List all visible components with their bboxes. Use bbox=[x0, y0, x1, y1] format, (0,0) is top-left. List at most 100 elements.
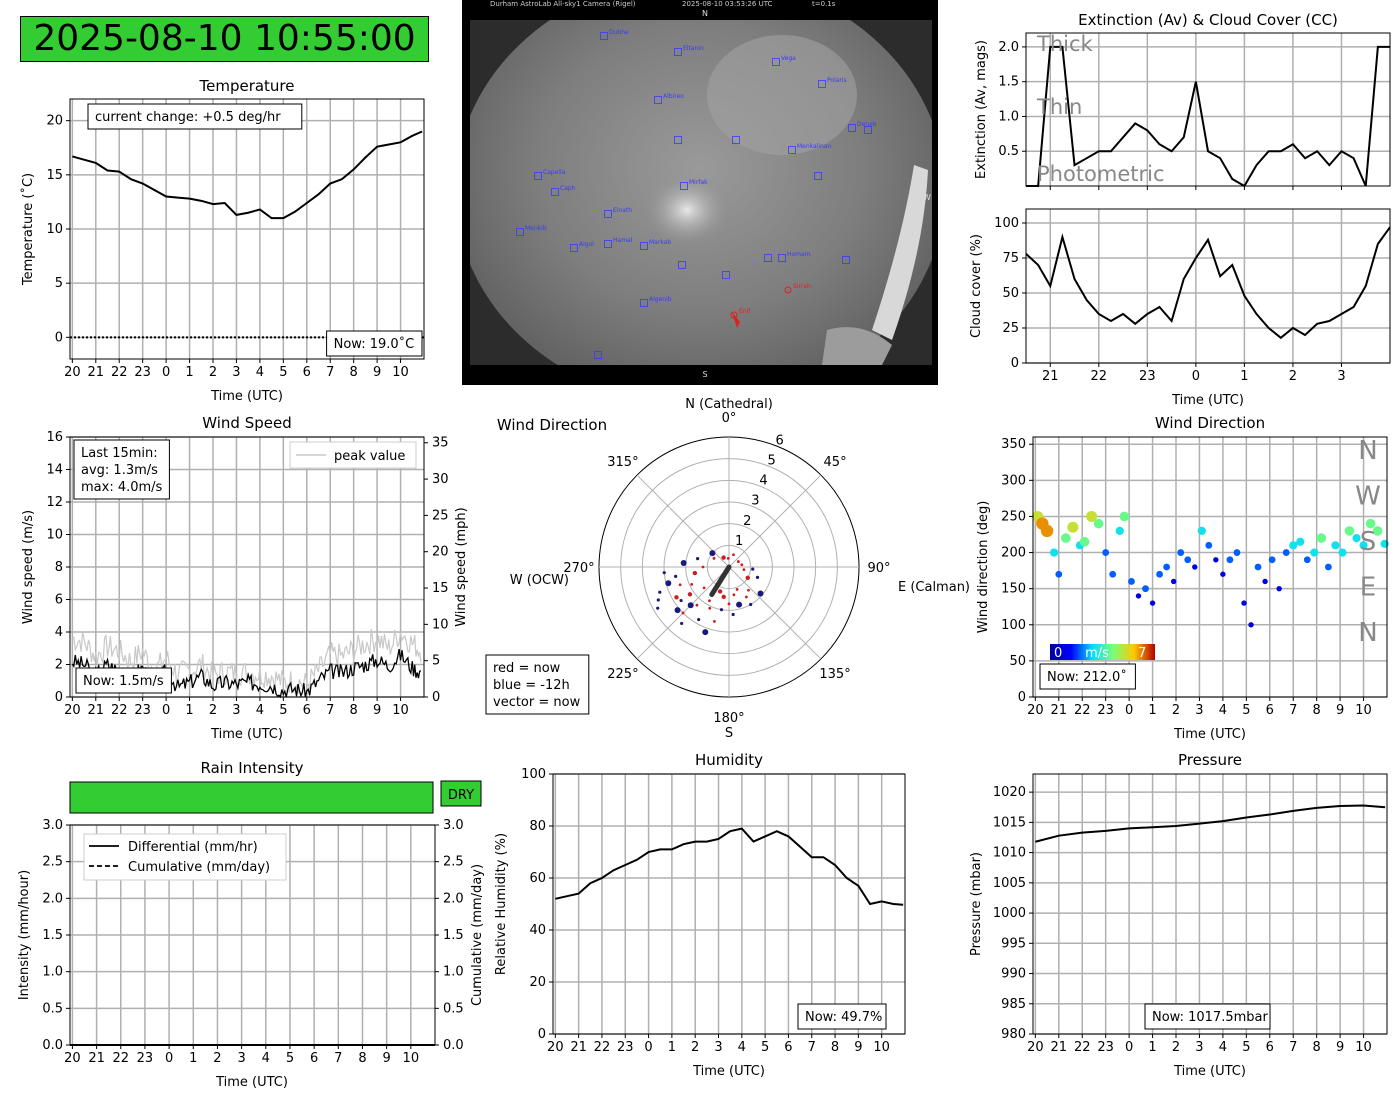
plot-frame bbox=[552, 773, 906, 1035]
polar-point-past bbox=[696, 556, 700, 561]
annotation-box bbox=[73, 439, 170, 500]
plot-area bbox=[1026, 209, 1390, 363]
polar-point-now bbox=[740, 563, 744, 567]
x-tick-label: 5 bbox=[1242, 1040, 1250, 1055]
y-tick-label: 150 bbox=[1001, 582, 1026, 597]
wind-direction-point bbox=[1380, 539, 1389, 548]
star-label: Algol bbox=[579, 241, 594, 248]
y-tick-label: 0 bbox=[1018, 690, 1026, 705]
x-tick-label: 3 bbox=[232, 703, 240, 718]
x-tick-label: 6 bbox=[1266, 703, 1274, 718]
colorbar-min-label: 0 bbox=[1054, 646, 1062, 661]
polar-point-past bbox=[749, 602, 753, 607]
y-tick-label: 15 bbox=[46, 168, 63, 183]
annotation-text: Now: 1.5m/s bbox=[83, 674, 164, 689]
x-tick-label: 0 bbox=[162, 703, 170, 718]
star-marker bbox=[732, 136, 740, 144]
x-tick-label: 6 bbox=[784, 1040, 792, 1055]
x-tick-label: 4 bbox=[1219, 1040, 1227, 1055]
x-tick-label: 7 bbox=[334, 1051, 342, 1066]
y-tick-label: 1010 bbox=[993, 846, 1026, 861]
polar-point-now bbox=[721, 555, 726, 560]
polar-point-past bbox=[658, 590, 662, 594]
y-tick-label: 350 bbox=[1001, 437, 1026, 452]
polar-point-now bbox=[726, 556, 730, 560]
wind-direction-point bbox=[1268, 556, 1276, 564]
polar-point-now bbox=[695, 603, 699, 607]
star-marker bbox=[640, 242, 648, 250]
polar-south-label: S bbox=[725, 726, 733, 741]
wind-direction-point bbox=[1241, 600, 1247, 606]
star-label: Menkalinan bbox=[797, 143, 832, 150]
star-label: Capella bbox=[543, 169, 566, 176]
annotation-text: avg: 1.3m/s bbox=[81, 463, 158, 478]
plot-area bbox=[1033, 774, 1387, 1034]
polar-point-now bbox=[727, 602, 731, 606]
allsky-north-label: N bbox=[702, 9, 708, 18]
x-tick-label: 0 bbox=[162, 365, 170, 380]
polar-point-past bbox=[680, 621, 684, 626]
y-tick-label-right: 20 bbox=[432, 545, 449, 560]
speed-colorbar bbox=[1050, 644, 1155, 660]
annotation-box bbox=[326, 330, 423, 357]
polar-point-past bbox=[702, 629, 709, 636]
polar-point-now bbox=[687, 592, 693, 597]
x-tick-label: 4 bbox=[262, 1051, 270, 1066]
star-marker bbox=[604, 240, 612, 248]
y-tick-label: 20 bbox=[529, 975, 546, 990]
y-tick-label: 1.5 bbox=[42, 928, 63, 943]
compass-label: E bbox=[1360, 573, 1376, 603]
polar-angle-label: 90° bbox=[867, 561, 890, 576]
annotation-box bbox=[797, 1003, 887, 1030]
x-tick-label: 3 bbox=[232, 365, 240, 380]
y-tick-label: 2.0 bbox=[42, 891, 63, 906]
wind-direction-point bbox=[1303, 556, 1311, 564]
y-tick-label: 1015 bbox=[993, 815, 1026, 830]
star-marker bbox=[654, 96, 662, 104]
chart-title: Temperature bbox=[198, 77, 294, 95]
legend-label-peak: peak value bbox=[334, 449, 405, 464]
x-tick-label: 10 bbox=[392, 365, 409, 380]
polar-point-past bbox=[679, 598, 683, 603]
wind-vector bbox=[709, 564, 732, 598]
annotation-text: Now: 49.7% bbox=[805, 1010, 882, 1025]
polar-point-now bbox=[713, 620, 716, 623]
extinction-series-line bbox=[1026, 45, 1390, 188]
polar-point-now bbox=[712, 556, 716, 560]
y-tick-label: 1020 bbox=[993, 785, 1026, 800]
polar-point-past bbox=[656, 606, 660, 610]
compass-label: S bbox=[1360, 527, 1377, 557]
polar-point-now bbox=[701, 565, 705, 569]
humidity-series-line bbox=[555, 827, 904, 906]
polar-point-now bbox=[692, 570, 698, 576]
band-label-photometric: Photometric bbox=[1037, 162, 1165, 186]
x-tick-label: 23 bbox=[1097, 1040, 1114, 1055]
wind-direction-point bbox=[1109, 570, 1117, 578]
star-marker bbox=[848, 124, 856, 132]
x-tick-label: 21 bbox=[570, 1040, 587, 1055]
annotation-box bbox=[1144, 1003, 1271, 1030]
polar-point-now bbox=[721, 594, 726, 600]
wind-direction-point bbox=[1365, 518, 1376, 529]
temperature-chart: 20 21 22 23 0 1 2 3 4 5 6 7 8 9 1005101520TemperatureT… bbox=[20, 77, 425, 404]
x-tick-label: 3 bbox=[714, 1040, 722, 1055]
y-tick-label-right: 2.0 bbox=[443, 891, 464, 906]
polar-point-now bbox=[717, 589, 723, 594]
x-tick-label: 1 bbox=[668, 1040, 676, 1055]
polar-point-now bbox=[744, 595, 748, 599]
wind-direction-point bbox=[1135, 593, 1142, 599]
y-tick-label-right: 0.5 bbox=[443, 1001, 464, 1016]
star-marker bbox=[674, 136, 682, 144]
wind-direction-point bbox=[1331, 541, 1340, 550]
polar-point-past bbox=[674, 607, 681, 614]
wind-direction-point bbox=[1226, 556, 1234, 564]
polar-point-past bbox=[731, 612, 735, 617]
x-tick-label: 0 bbox=[1125, 1040, 1133, 1055]
x-axis-label: Time (UTC) bbox=[215, 1075, 288, 1090]
chart-title: Wind Direction bbox=[497, 416, 607, 434]
x-tick-label: 21 bbox=[1051, 703, 1068, 718]
wind-direction-point bbox=[1128, 578, 1135, 585]
chart-title: Humidity bbox=[695, 751, 763, 769]
y-tick-label: 100 bbox=[521, 767, 546, 782]
polar-point-past bbox=[719, 608, 724, 612]
